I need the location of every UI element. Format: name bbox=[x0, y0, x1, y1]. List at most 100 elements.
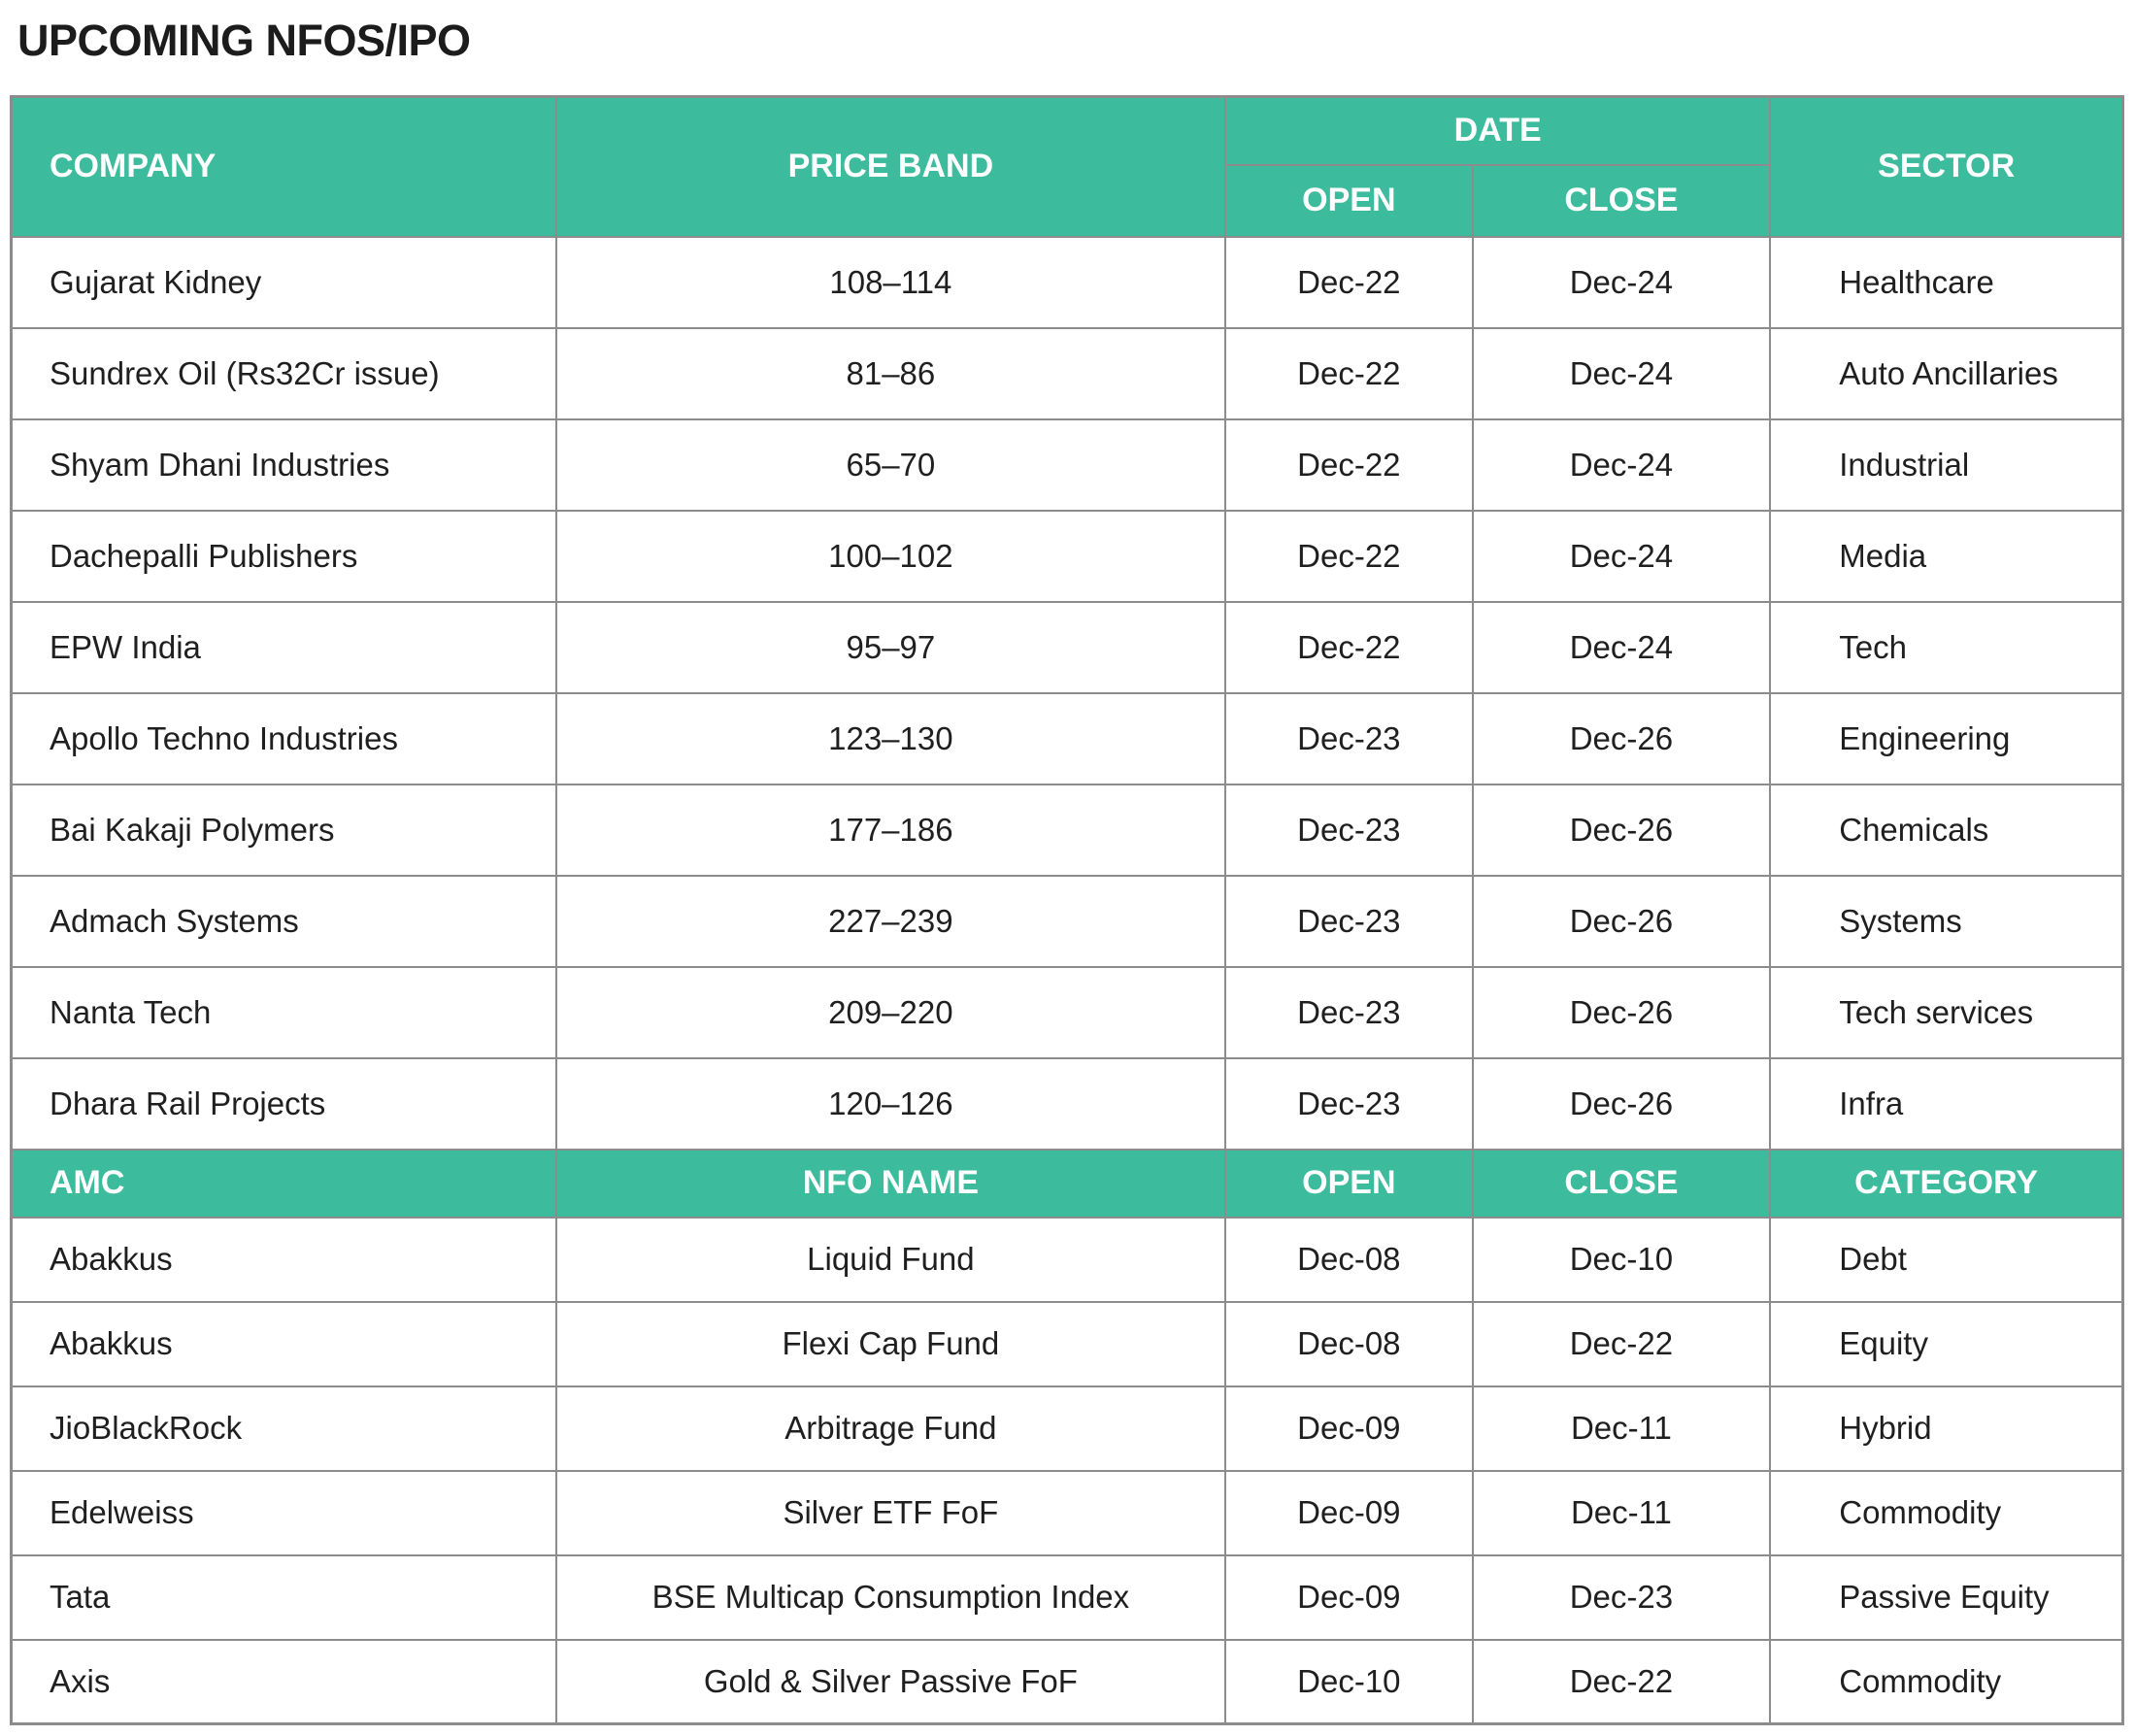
col-header-nfo-name: NFO NAME bbox=[554, 1148, 1227, 1219]
price-band-cell: 81–86 bbox=[554, 326, 1227, 420]
close-date-cell: Dec-26 bbox=[1471, 1056, 1772, 1151]
table-row: Dachepalli Publishers 100–102 Dec-22 Dec… bbox=[10, 509, 2124, 603]
col-header-date: DATE bbox=[1224, 95, 1772, 166]
category-cell: Commodity bbox=[1769, 1469, 2124, 1556]
ipo-header-row-top: COMPANY PRICE BAND DATE SECTOR bbox=[10, 95, 2124, 238]
col-header-company: COMPANY bbox=[10, 95, 557, 238]
category-cell: Passive Equity bbox=[1769, 1553, 2124, 1641]
price-band-cell: 209–220 bbox=[554, 965, 1227, 1059]
table-row: Admach Systems 227–239 Dec-23 Dec-26 Sys… bbox=[10, 874, 2124, 968]
table-row: Shyam Dhani Industries 65–70 Dec-22 Dec-… bbox=[10, 417, 2124, 512]
table-row: Bai Kakaji Polymers 177–186 Dec-23 Dec-2… bbox=[10, 783, 2124, 877]
amc-cell: JioBlackRock bbox=[10, 1385, 557, 1472]
price-band-cell: 108–114 bbox=[554, 235, 1227, 329]
col-header-category: CATEGORY bbox=[1769, 1148, 2124, 1219]
price-band-cell: 95–97 bbox=[554, 600, 1227, 694]
table-row: Gujarat Kidney 108–114 Dec-22 Dec-24 Hea… bbox=[10, 235, 2124, 329]
amc-cell: Axis bbox=[10, 1638, 557, 1725]
table-row: Abakkus Flexi Cap Fund Dec-08 Dec-22 Equ… bbox=[10, 1300, 2124, 1387]
price-band-cell: 123–130 bbox=[554, 691, 1227, 785]
sector-cell: Infra bbox=[1769, 1056, 2124, 1151]
open-date-cell: Dec-23 bbox=[1224, 691, 1474, 785]
table-row: Edelweiss Silver ETF FoF Dec-09 Dec-11 C… bbox=[10, 1469, 2124, 1556]
table-row: Nanta Tech 209–220 Dec-23 Dec-26 Tech se… bbox=[10, 965, 2124, 1059]
sector-cell: Auto Ancillaries bbox=[1769, 326, 2124, 420]
nfo-name-cell: Flexi Cap Fund bbox=[554, 1300, 1227, 1387]
close-date-cell: Dec-10 bbox=[1471, 1216, 1772, 1303]
sector-cell: Tech bbox=[1769, 600, 2124, 694]
col-header-nfo-close: CLOSE bbox=[1471, 1148, 1772, 1219]
category-cell: Equity bbox=[1769, 1300, 2124, 1387]
open-date-cell: Dec-10 bbox=[1224, 1638, 1474, 1725]
amc-cell: Abakkus bbox=[10, 1300, 557, 1387]
open-date-cell: Dec-22 bbox=[1224, 235, 1474, 329]
sector-cell: Tech services bbox=[1769, 965, 2124, 1059]
open-date-cell: Dec-22 bbox=[1224, 417, 1474, 512]
col-header-amc: AMC bbox=[10, 1148, 557, 1219]
price-band-cell: 100–102 bbox=[554, 509, 1227, 603]
company-cell: Dachepalli Publishers bbox=[10, 509, 557, 603]
table-row: Sundrex Oil (Rs32Cr issue) 81–86 Dec-22 … bbox=[10, 326, 2124, 420]
col-header-close: CLOSE bbox=[1471, 163, 1772, 238]
nfo-name-cell: Gold & Silver Passive FoF bbox=[554, 1638, 1227, 1725]
close-date-cell: Dec-24 bbox=[1471, 326, 1772, 420]
open-date-cell: Dec-23 bbox=[1224, 783, 1474, 877]
close-date-cell: Dec-26 bbox=[1471, 874, 1772, 968]
company-cell: Shyam Dhani Industries bbox=[10, 417, 557, 512]
amc-cell: Abakkus bbox=[10, 1216, 557, 1303]
close-date-cell: Dec-26 bbox=[1471, 965, 1772, 1059]
close-date-cell: Dec-24 bbox=[1471, 600, 1772, 694]
close-date-cell: Dec-24 bbox=[1471, 417, 1772, 512]
close-date-cell: Dec-23 bbox=[1471, 1553, 1772, 1641]
ipo-table-header: COMPANY PRICE BAND DATE SECTOR OPEN CLOS… bbox=[10, 95, 2124, 238]
col-header-sector: SECTOR bbox=[1769, 95, 2124, 238]
open-date-cell: Dec-23 bbox=[1224, 1056, 1474, 1151]
nfo-ipo-table: COMPANY PRICE BAND DATE SECTOR OPEN CLOS… bbox=[10, 95, 2124, 1725]
price-band-cell: 65–70 bbox=[554, 417, 1227, 512]
sector-cell: Chemicals bbox=[1769, 783, 2124, 877]
open-date-cell: Dec-08 bbox=[1224, 1300, 1474, 1387]
open-date-cell: Dec-22 bbox=[1224, 509, 1474, 603]
open-date-cell: Dec-22 bbox=[1224, 600, 1474, 694]
company-cell: Admach Systems bbox=[10, 874, 557, 968]
price-band-cell: 177–186 bbox=[554, 783, 1227, 877]
company-cell: Bai Kakaji Polymers bbox=[10, 783, 557, 877]
col-header-open: OPEN bbox=[1224, 163, 1474, 238]
table-row: Tata BSE Multicap Consumption Index Dec-… bbox=[10, 1553, 2124, 1641]
company-cell: Nanta Tech bbox=[10, 965, 557, 1059]
col-header-price-band: PRICE BAND bbox=[554, 95, 1227, 238]
nfo-header-row: AMC NFO NAME OPEN CLOSE CATEGORY bbox=[10, 1148, 2124, 1219]
sector-cell: Healthcare bbox=[1769, 235, 2124, 329]
col-header-nfo-open: OPEN bbox=[1224, 1148, 1474, 1219]
close-date-cell: Dec-26 bbox=[1471, 783, 1772, 877]
close-date-cell: Dec-24 bbox=[1471, 509, 1772, 603]
amc-cell: Edelweiss bbox=[10, 1469, 557, 1556]
page-title: UPCOMING NFOS/IPO bbox=[17, 16, 471, 65]
nfo-name-cell: Silver ETF FoF bbox=[554, 1469, 1227, 1556]
open-date-cell: Dec-23 bbox=[1224, 965, 1474, 1059]
open-date-cell: Dec-09 bbox=[1224, 1469, 1474, 1556]
company-cell: Sundrex Oil (Rs32Cr issue) bbox=[10, 326, 557, 420]
ipo-table-body: Gujarat Kidney 108–114 Dec-22 Dec-24 Hea… bbox=[10, 235, 2124, 1725]
company-cell: EPW India bbox=[10, 600, 557, 694]
table-row: Dhara Rail Projects 120–126 Dec-23 Dec-2… bbox=[10, 1056, 2124, 1151]
nfo-name-cell: Liquid Fund bbox=[554, 1216, 1227, 1303]
ipo-header-row-sub: OPEN CLOSE bbox=[12, 163, 2123, 238]
sector-cell: Media bbox=[1769, 509, 2124, 603]
close-date-cell: Dec-22 bbox=[1471, 1638, 1772, 1725]
price-band-cell: 120–126 bbox=[554, 1056, 1227, 1151]
open-date-cell: Dec-23 bbox=[1224, 874, 1474, 968]
sector-cell: Engineering bbox=[1769, 691, 2124, 785]
price-band-cell: 227–239 bbox=[554, 874, 1227, 968]
sector-cell: Systems bbox=[1769, 874, 2124, 968]
company-cell: Gujarat Kidney bbox=[10, 235, 557, 329]
category-cell: Hybrid bbox=[1769, 1385, 2124, 1472]
open-date-cell: Dec-09 bbox=[1224, 1553, 1474, 1641]
table-row: EPW India 95–97 Dec-22 Dec-24 Tech bbox=[10, 600, 2124, 694]
amc-cell: Tata bbox=[10, 1553, 557, 1641]
table-row: Abakkus Liquid Fund Dec-08 Dec-10 Debt bbox=[10, 1216, 2124, 1303]
close-date-cell: Dec-22 bbox=[1471, 1300, 1772, 1387]
nfo-name-cell: Arbitrage Fund bbox=[554, 1385, 1227, 1472]
nfo-name-cell: BSE Multicap Consumption Index bbox=[554, 1553, 1227, 1641]
